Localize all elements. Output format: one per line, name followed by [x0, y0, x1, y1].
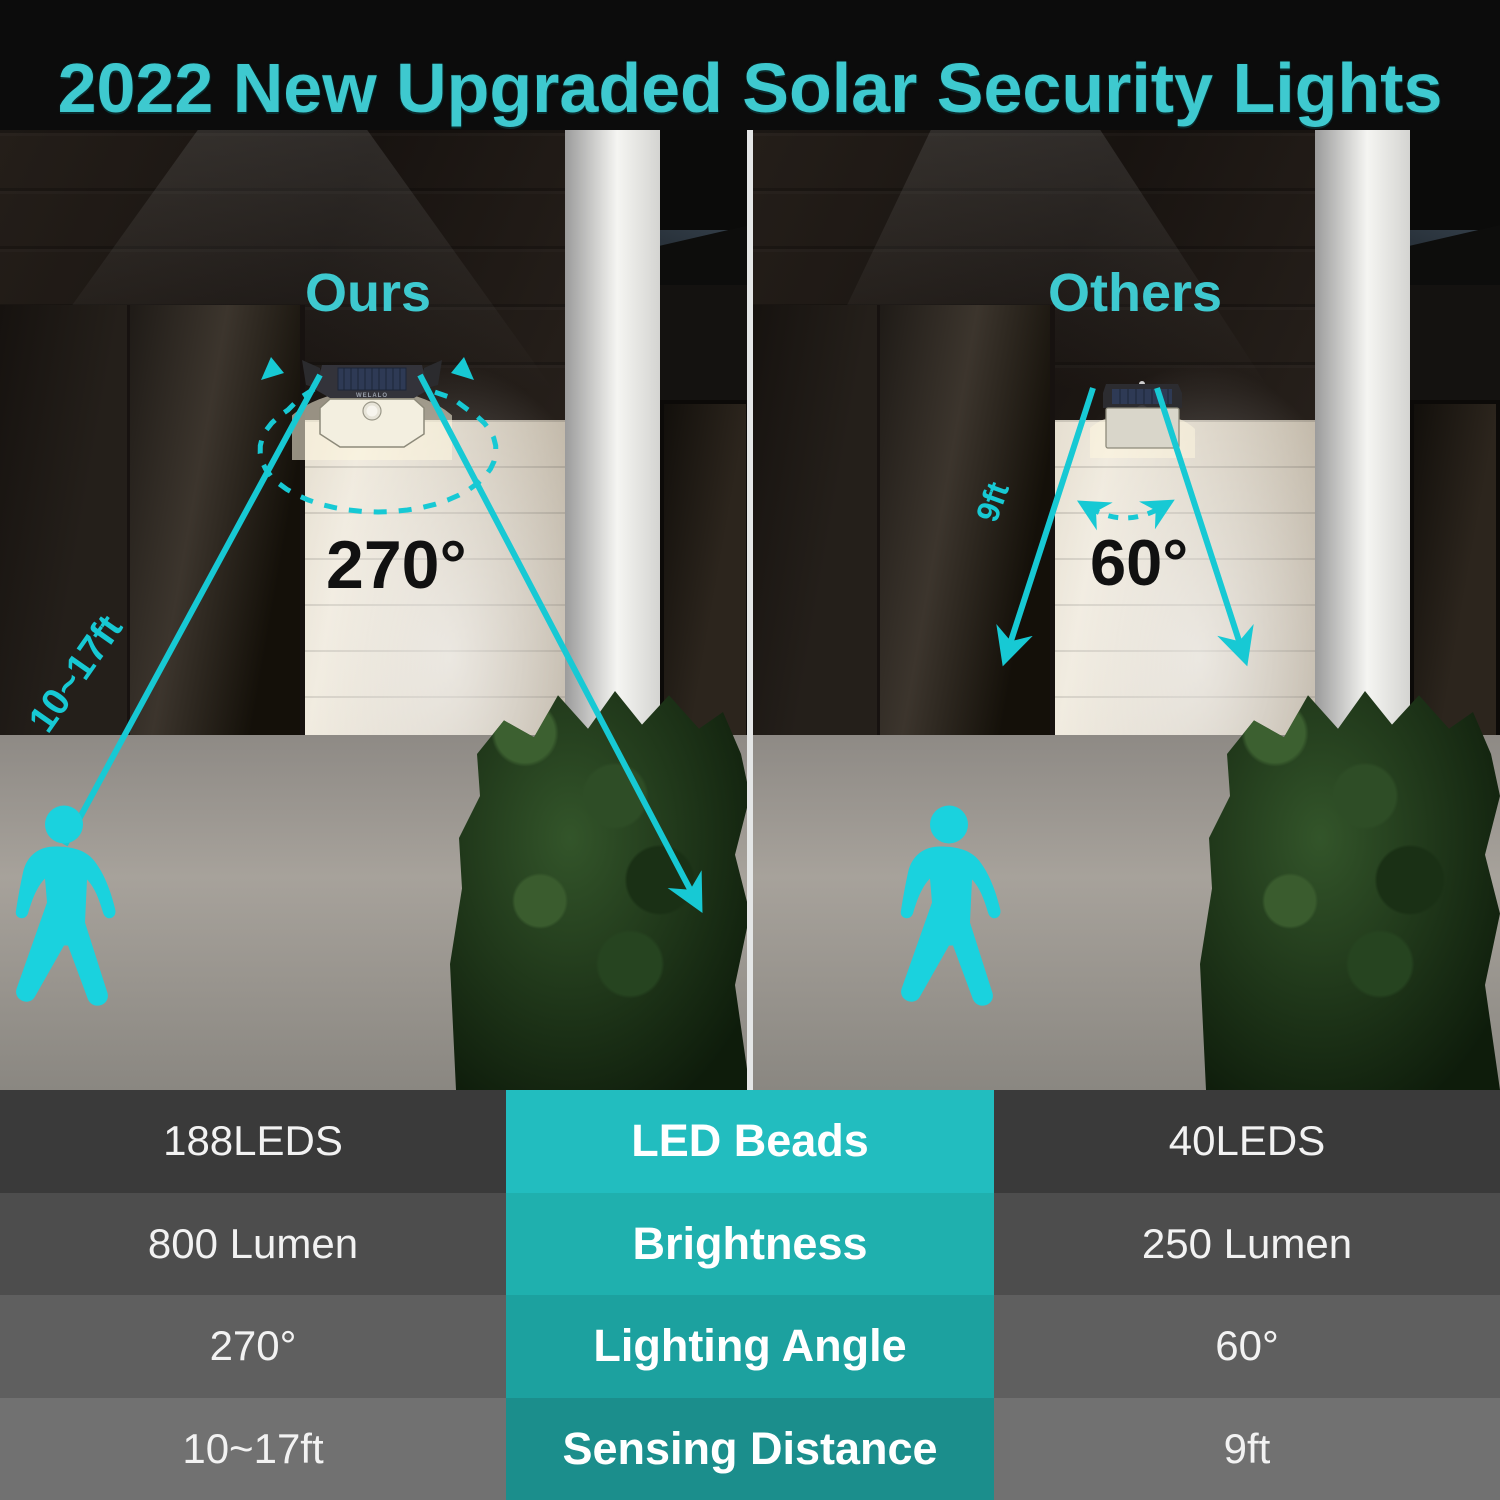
svg-text:270°: 270°	[326, 527, 467, 603]
svg-text:10~17ft: 10~17ft	[21, 608, 131, 741]
svg-text:9ft: 9ft	[969, 477, 1016, 526]
svg-text:60°: 60°	[1090, 526, 1188, 599]
